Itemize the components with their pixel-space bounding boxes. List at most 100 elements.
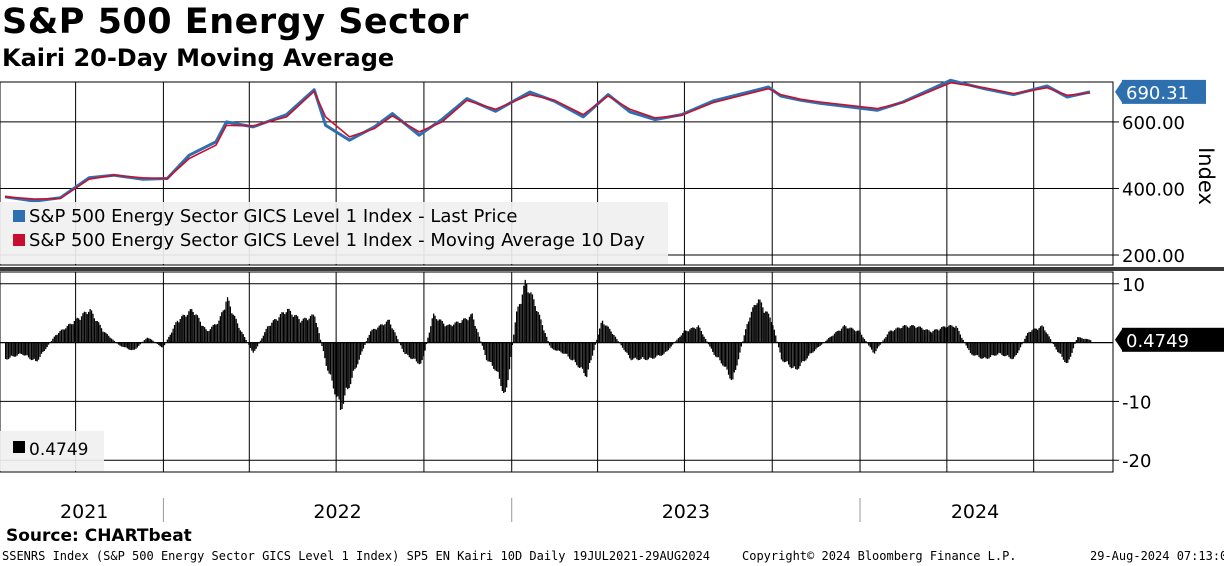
kairi-bar — [83, 311, 85, 343]
kairi-bar — [408, 342, 410, 358]
kairi-bar — [507, 342, 509, 381]
kairi-bar — [168, 336, 170, 343]
kairi-bar — [936, 329, 939, 343]
kairi-bar — [992, 342, 994, 356]
kairi-bar — [800, 342, 803, 363]
kairi-bar — [862, 337, 864, 343]
kairi-bars — [5, 279, 1092, 410]
kairi-bar — [1045, 332, 1047, 343]
kairi-bar — [636, 342, 638, 360]
kairi-bar — [634, 342, 637, 358]
kairi-bar — [832, 335, 834, 343]
kairi-bar — [959, 334, 961, 343]
kairi-bar — [732, 342, 734, 380]
kairi-bar — [886, 334, 888, 343]
kairi-bar — [921, 327, 923, 343]
moving-average-line — [4, 81, 1091, 200]
kairi-bar — [262, 335, 264, 343]
kairi-bar — [792, 342, 794, 368]
kairi-bar — [600, 322, 602, 343]
kairi-bar — [159, 342, 161, 347]
kairi-bar — [120, 342, 123, 347]
kairi-bar — [105, 332, 107, 343]
kairi-bar — [1025, 335, 1027, 343]
kairi-bar — [119, 342, 121, 346]
kairi-bar — [524, 279, 526, 343]
kairi-bar — [113, 340, 116, 343]
kairi-bar — [401, 342, 403, 349]
kairi-bar — [925, 329, 927, 343]
kairi-bar — [181, 316, 183, 343]
kairi-bar — [428, 332, 430, 343]
kairi-bar — [858, 330, 860, 343]
kairi-bar — [69, 323, 71, 343]
kairi-bar — [626, 342, 628, 353]
kairi-bar — [454, 322, 456, 343]
kairi-bar — [430, 326, 432, 343]
kairi-bar — [86, 314, 88, 343]
kairi-bar — [527, 292, 529, 343]
kairi-bar — [425, 342, 428, 345]
kairi-bar — [657, 342, 659, 355]
price-legend — [0, 202, 668, 264]
kairi-bar — [480, 341, 482, 343]
kairi-bar — [621, 342, 624, 348]
kairi-bar — [961, 337, 963, 343]
kairi-bar — [354, 342, 356, 370]
kairi-bar — [745, 329, 747, 343]
kairi-bar — [483, 342, 485, 350]
kairi-bar — [9, 342, 11, 358]
kairi-bar — [498, 342, 501, 379]
kairi-bar — [911, 325, 913, 343]
kairi-bar — [394, 332, 396, 343]
kairi-bar — [709, 342, 711, 347]
kairi-bar — [544, 333, 546, 343]
kairi-bar — [133, 342, 136, 350]
kairi-bar — [935, 329, 937, 343]
kairi-bar — [491, 342, 493, 366]
kairi-bar — [822, 342, 824, 344]
kairi-bar — [956, 327, 959, 343]
kairi-bar — [902, 325, 904, 343]
kairi-bar — [1055, 342, 1057, 350]
kairi-bar — [916, 327, 919, 343]
price-last-value-box — [1122, 79, 1206, 104]
kairi-bar — [33, 342, 35, 359]
kairi-bar — [412, 342, 415, 359]
kairi-bar — [447, 324, 449, 343]
kairi-bar — [968, 342, 970, 351]
kairi-bar — [254, 342, 256, 351]
price-tick-label: 400.00 — [1122, 179, 1185, 200]
kairi-bar — [810, 342, 813, 354]
kairi-bar — [789, 342, 791, 368]
kairi-bar — [1011, 342, 1013, 360]
kairi-bar — [327, 342, 329, 371]
kairi-bar — [96, 321, 98, 343]
kairi-bar — [948, 325, 950, 343]
kairi-bar — [1084, 338, 1086, 343]
kairi-bar — [819, 342, 821, 346]
kairi-bar — [1041, 325, 1043, 343]
kairi-bar — [153, 341, 156, 343]
kairi-bar — [1007, 342, 1009, 356]
kairi-bar — [564, 342, 566, 354]
kairi-bar — [1032, 329, 1034, 343]
kairi-bar — [931, 332, 933, 343]
kairi-bar — [976, 342, 979, 356]
kairi-bar — [60, 329, 63, 343]
kairi-bar — [377, 327, 379, 343]
kairi-bar — [663, 342, 665, 354]
kairi-bar — [214, 324, 216, 343]
kairi-bar — [601, 320, 604, 343]
kairi-bar — [762, 307, 764, 343]
kairi-bar — [231, 313, 233, 343]
kairi-bar — [242, 334, 244, 343]
kairi-bar — [344, 342, 346, 396]
kairi-bar — [991, 342, 993, 356]
kairi-bar — [234, 315, 236, 343]
kairi-bar — [275, 319, 277, 343]
kairi-bar — [1058, 342, 1060, 354]
kairi-bar — [1034, 328, 1036, 343]
kairi-bar — [188, 311, 190, 343]
kairi-bar — [883, 338, 886, 343]
